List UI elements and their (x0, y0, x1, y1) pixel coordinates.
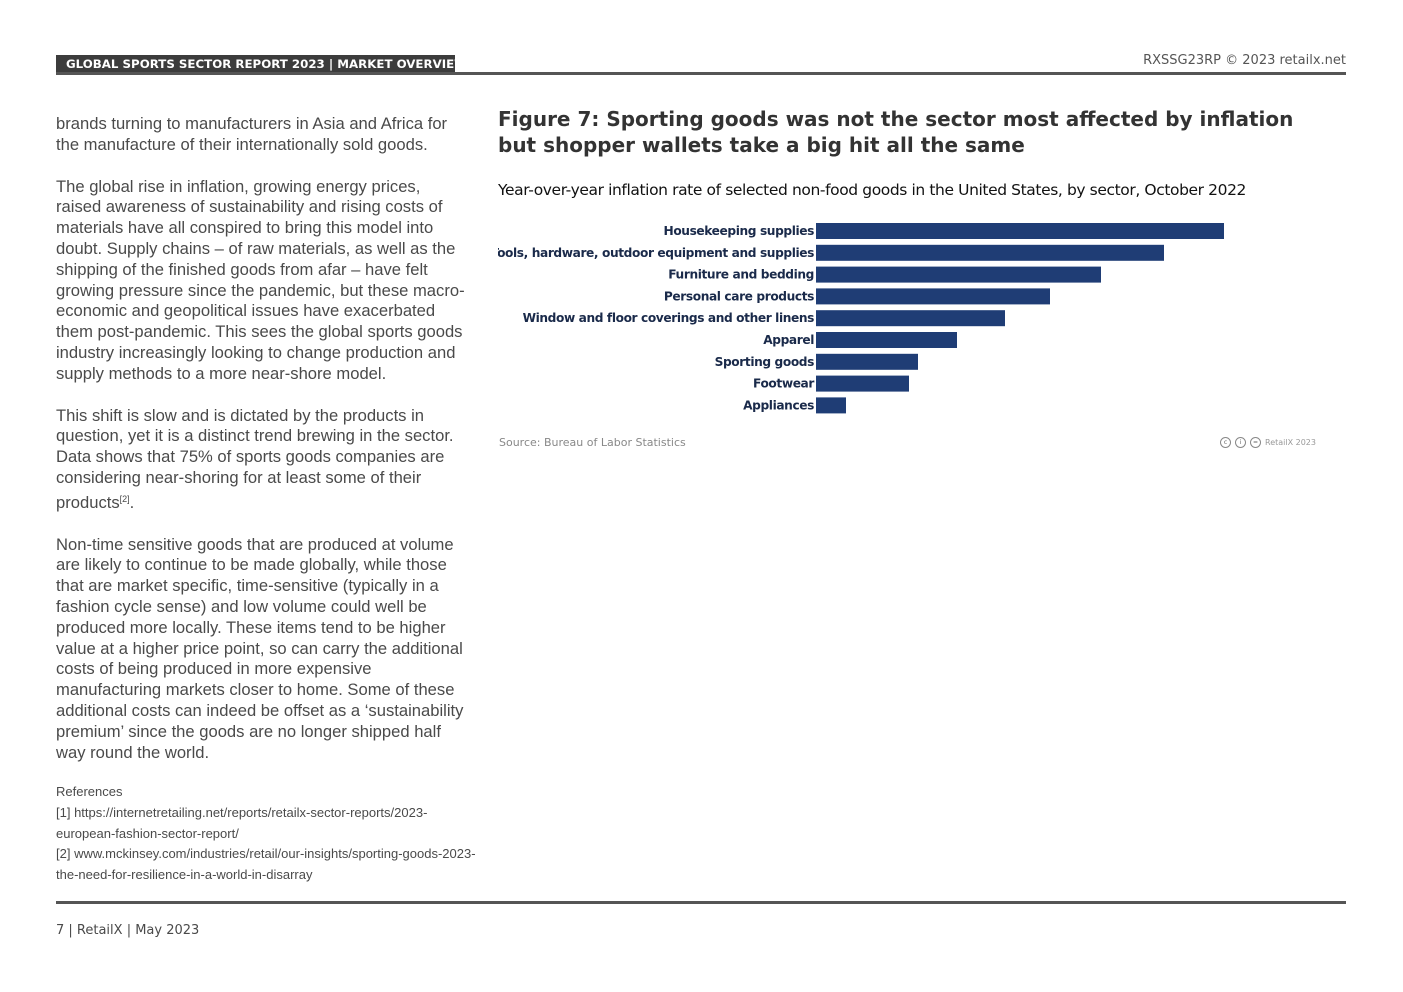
references: References [1] https://internetretailing… (56, 782, 476, 886)
bar-label: Appliances (743, 398, 814, 412)
report-code: RXSSG23RP © 2023 retailx.net (1143, 53, 1346, 68)
chart-source: Source: Bureau of Labor Statistics (499, 436, 686, 449)
cc-icon: c (1220, 437, 1231, 448)
bar-label: Apparel (763, 333, 814, 347)
bar-label: Window and floor coverings and other lin… (523, 311, 815, 325)
bar-label: Tools, hardware, outdoor equipment and s… (498, 246, 814, 260)
bar (816, 223, 1224, 239)
bar-label: Furniture and bedding (668, 268, 814, 282)
by-icon: i (1235, 437, 1246, 448)
bar (816, 310, 1005, 327)
bar (816, 266, 1101, 283)
retailx-logo: c i = RetailX 2023 (1220, 437, 1316, 448)
bar (816, 332, 957, 348)
footnote-ref-2[interactable]: [2] (119, 493, 130, 504)
reference-2[interactable]: [2] www.mckinsey.com/industries/retail/o… (56, 846, 476, 883)
paragraph-1: brands turning to manufacturers in Asia … (56, 114, 448, 154)
bar-label: Housekeeping supplies (664, 224, 815, 238)
bar (816, 397, 846, 414)
nd-icon: = (1250, 437, 1261, 448)
paragraph-3-end: . (129, 492, 135, 512)
paragraph-3: This shift is slow and is dictated by th… (56, 406, 466, 514)
figure-title: Figure 7: Sporting goods was not the sec… (498, 107, 1294, 157)
body-text-column: brands turning to manufacturers in Asia … (56, 114, 466, 784)
bar (816, 375, 909, 392)
bar-label: Footwear (753, 377, 814, 391)
reference-1[interactable]: [1] https://internetretailing.net/report… (56, 804, 428, 841)
bar (816, 288, 1050, 305)
bar (816, 244, 1164, 261)
report-header-tag: GLOBAL SPORTS SECTOR REPORT 2023 | MARKE… (56, 55, 467, 73)
references-title: References (56, 784, 123, 799)
inflation-bar-chart: Housekeeping supplies Tools, hardware, ou… (498, 223, 1224, 414)
page-footer: 7 | RetailX | May 2023 (56, 923, 200, 938)
bar-label: Personal care products (664, 289, 814, 303)
footer-divider (56, 901, 1346, 904)
chart-title: Year-over-year inflation rate of selecte… (498, 181, 1247, 199)
paragraph-4: Non-time sensitive goods that are produc… (56, 534, 464, 762)
paragraph-2: The global rise in inflation, growing en… (56, 176, 465, 383)
bar (816, 353, 918, 370)
logo-text: RetailX 2023 (1265, 438, 1316, 447)
paragraph-3-text: This shift is slow and is dictated by th… (56, 405, 454, 512)
bar-label: Sporting goods (715, 355, 815, 369)
header-divider (56, 72, 1346, 75)
